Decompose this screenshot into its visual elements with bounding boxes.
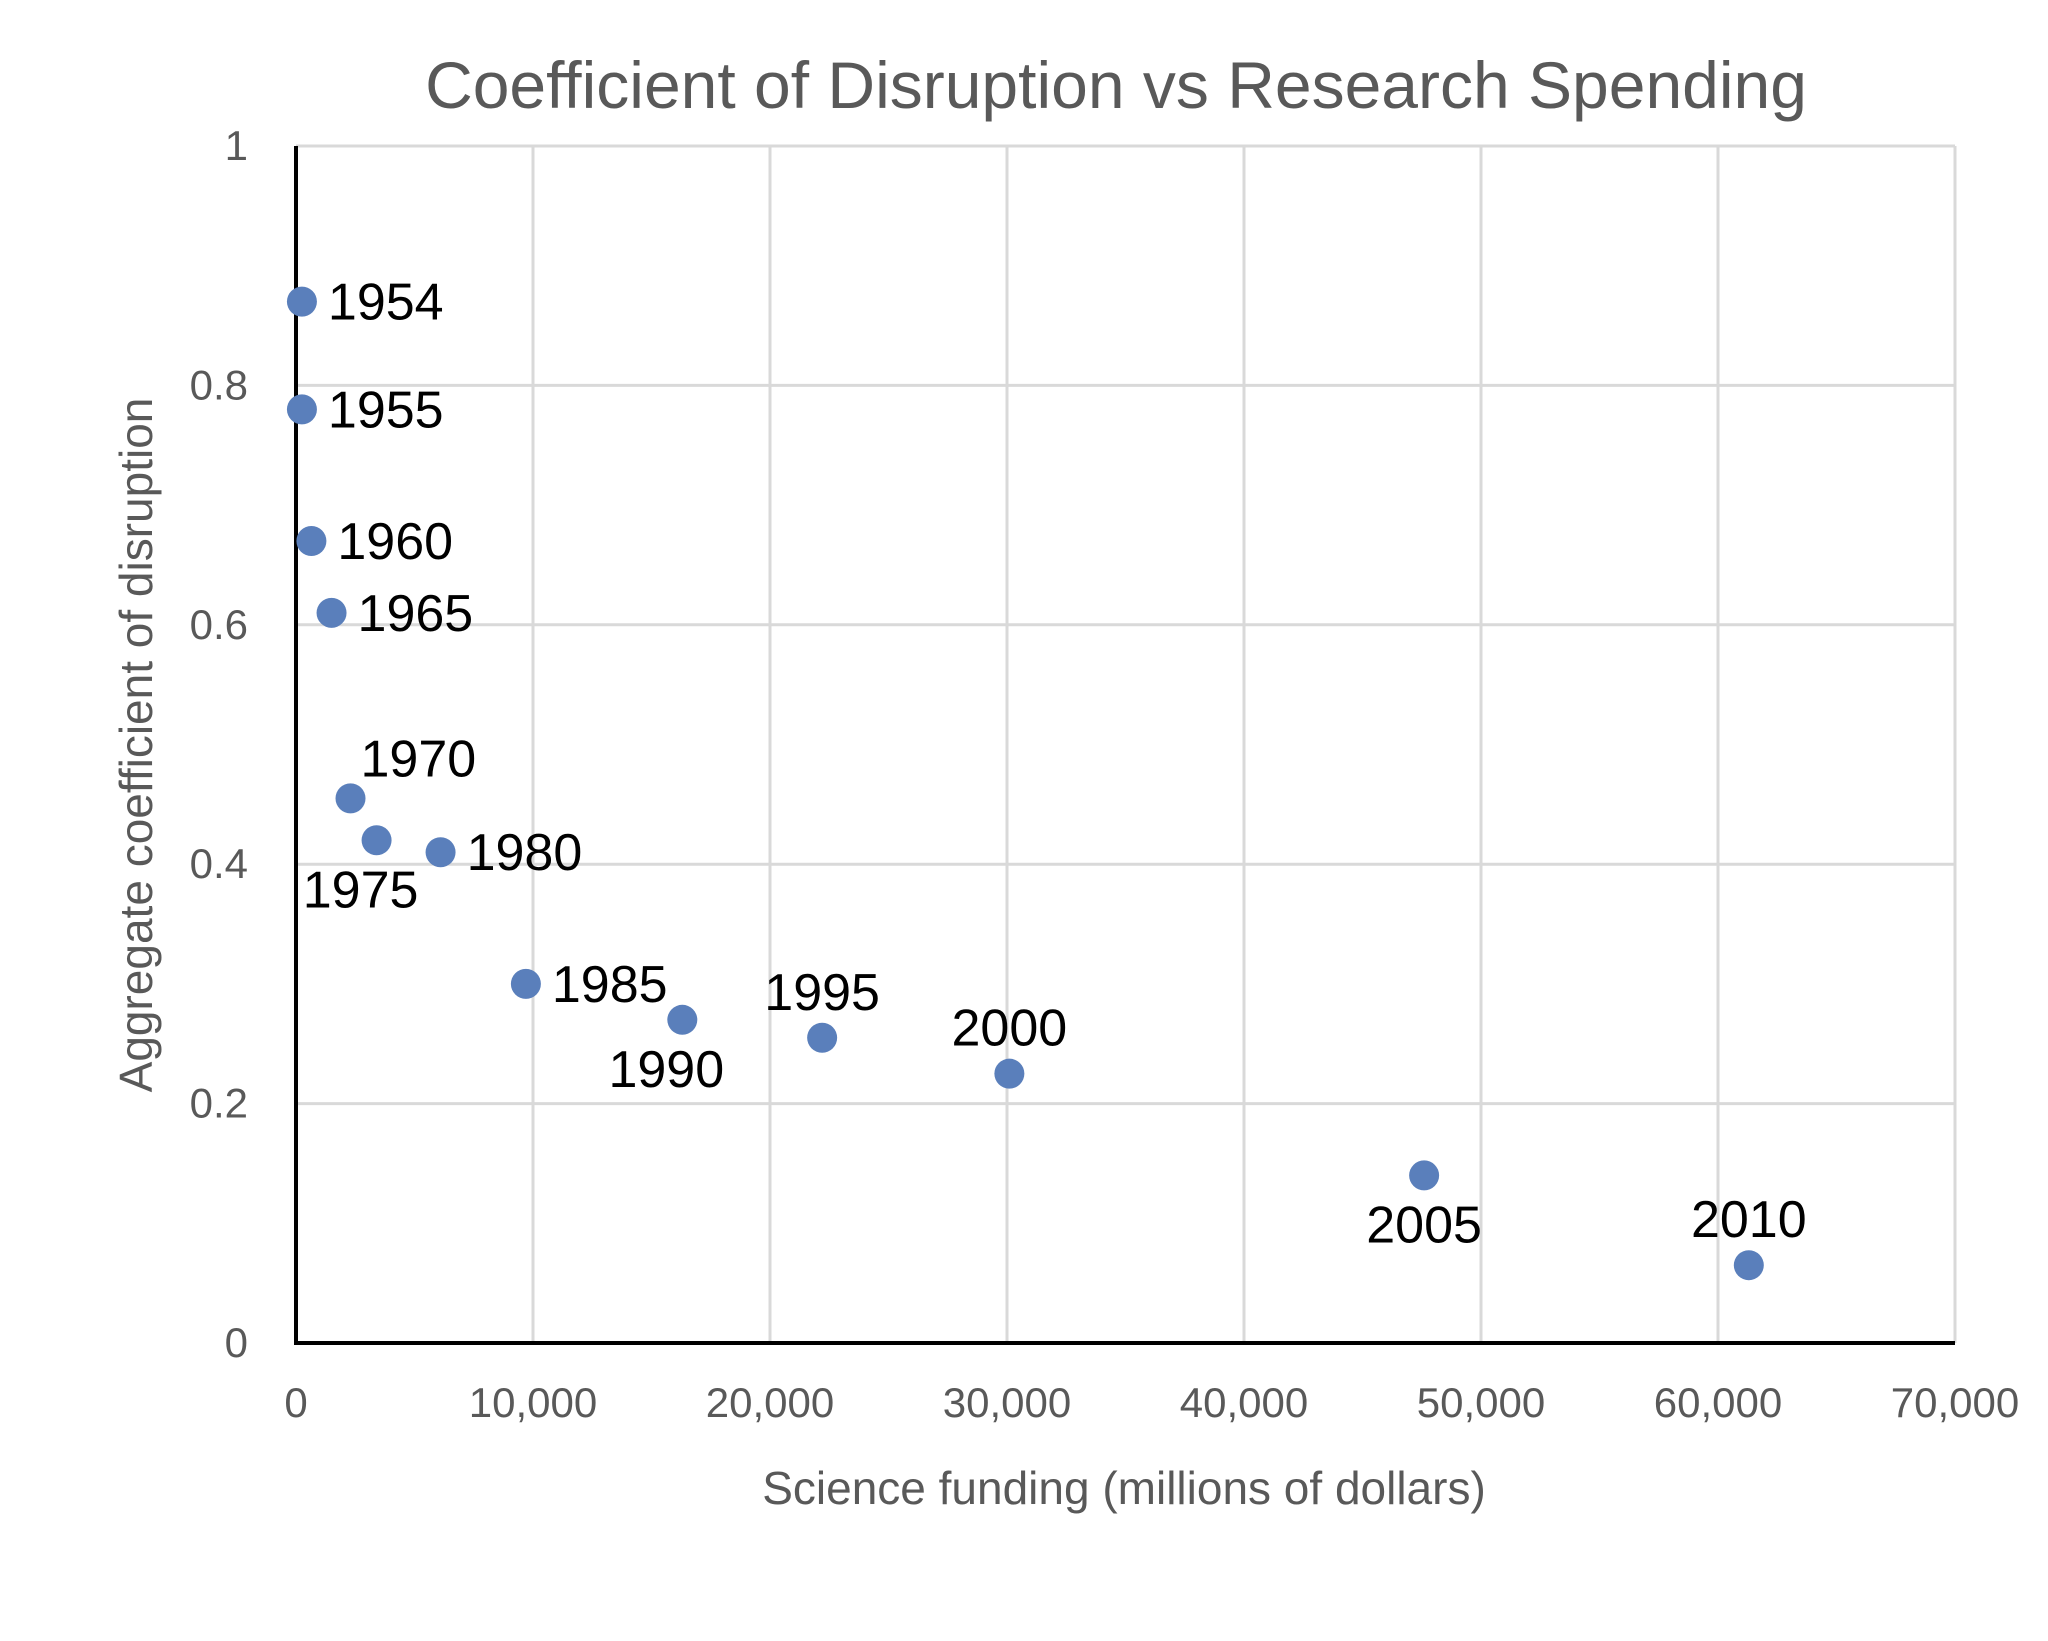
data-label-1975: 1975	[303, 861, 419, 919]
data-point-1970	[335, 783, 366, 814]
x-tick-label: 40,000	[1180, 1379, 1308, 1426]
x-tick-label: 30,000	[943, 1379, 1071, 1426]
data-label-1955: 1955	[328, 381, 444, 439]
data-point-2000	[994, 1058, 1025, 1089]
data-labels: 1954 1955 1960 1965 1970 1975 1980 1985 1990 1995…	[303, 274, 1807, 1255]
data-label-1965: 1965	[358, 585, 474, 643]
gridlines	[296, 144, 1957, 1343]
x-axis-title: Science funding (millions of dollars)	[762, 1462, 1486, 1514]
data-point-1985	[510, 968, 541, 999]
x-tick-label: 0	[284, 1379, 307, 1426]
data-label-1960: 1960	[337, 513, 453, 571]
data-label-1980: 1980	[467, 824, 583, 882]
data-label-1970: 1970	[361, 730, 477, 788]
y-tick-label: 0.8	[190, 361, 248, 408]
data-point-1955	[286, 394, 317, 425]
data-point-1965	[316, 597, 347, 628]
data-points	[286, 286, 1764, 1281]
x-tick-label: 20,000	[706, 1379, 834, 1426]
y-tick-label: 0.2	[190, 1080, 248, 1127]
data-label-2000: 2000	[952, 1000, 1068, 1058]
data-label-2010: 2010	[1691, 1191, 1807, 1249]
data-point-1954	[286, 286, 317, 317]
data-point-1960	[296, 526, 327, 557]
data-point-1995	[807, 1022, 838, 1053]
data-label-1995: 1995	[764, 964, 880, 1022]
x-tick-label: 60,000	[1654, 1379, 1782, 1426]
data-label-1985: 1985	[552, 956, 668, 1014]
data-point-1980	[425, 837, 456, 868]
y-axis-title: Aggregate coefficient of disruption	[110, 398, 162, 1093]
data-point-2010	[1733, 1250, 1764, 1281]
axes	[294, 146, 1955, 1345]
x-tick-label: 70,000	[1891, 1379, 2019, 1426]
y-tick-label: 0	[225, 1319, 248, 1366]
data-label-2005: 2005	[1366, 1196, 1482, 1254]
x-tick-label: 10,000	[469, 1379, 597, 1426]
data-label-1954: 1954	[328, 274, 444, 332]
y-tick-label: 0.4	[190, 840, 248, 887]
data-point-2005	[1409, 1160, 1440, 1191]
y-tick-label: 0.6	[190, 601, 248, 648]
chart-title: Coefficient of Disruption vs Research Sp…	[425, 48, 1807, 122]
y-tick-label: 1	[225, 122, 248, 169]
data-label-1990: 1990	[608, 1041, 724, 1099]
tick-labels: 0 10,000 20,000 30,000 40,000 50,000 60,000 70,…	[190, 122, 2020, 1426]
data-point-1990	[667, 1004, 698, 1035]
x-tick-label: 50,000	[1417, 1379, 1545, 1426]
data-point-1975	[361, 825, 392, 856]
